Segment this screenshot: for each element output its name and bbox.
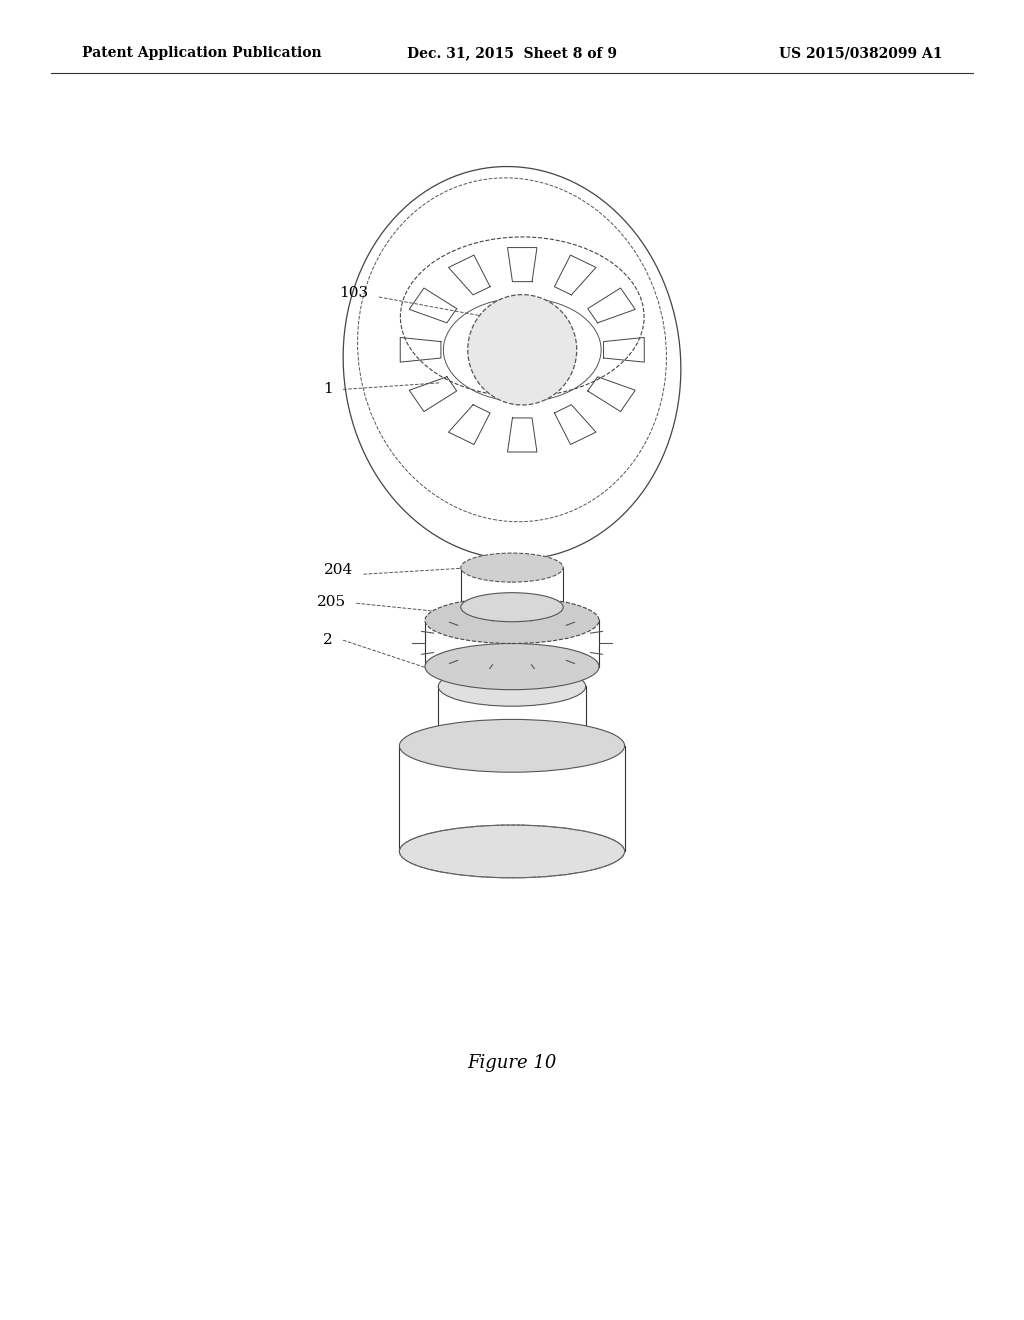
Ellipse shape [468,294,577,405]
Ellipse shape [399,825,625,878]
Text: Patent Application Publication: Patent Application Publication [82,46,322,61]
Text: 205: 205 [317,595,346,609]
Text: 1: 1 [323,383,333,396]
Ellipse shape [461,553,563,582]
Text: 204: 204 [324,564,353,577]
Ellipse shape [461,593,563,622]
Text: 2: 2 [323,634,333,647]
Ellipse shape [399,719,625,772]
Ellipse shape [425,597,599,644]
Ellipse shape [425,644,599,689]
Text: 103: 103 [340,286,369,300]
Text: US 2015/0382099 A1: US 2015/0382099 A1 [778,46,942,61]
Text: Figure 10: Figure 10 [467,1053,557,1072]
Text: Dec. 31, 2015  Sheet 8 of 9: Dec. 31, 2015 Sheet 8 of 9 [407,46,617,61]
Ellipse shape [438,667,586,706]
